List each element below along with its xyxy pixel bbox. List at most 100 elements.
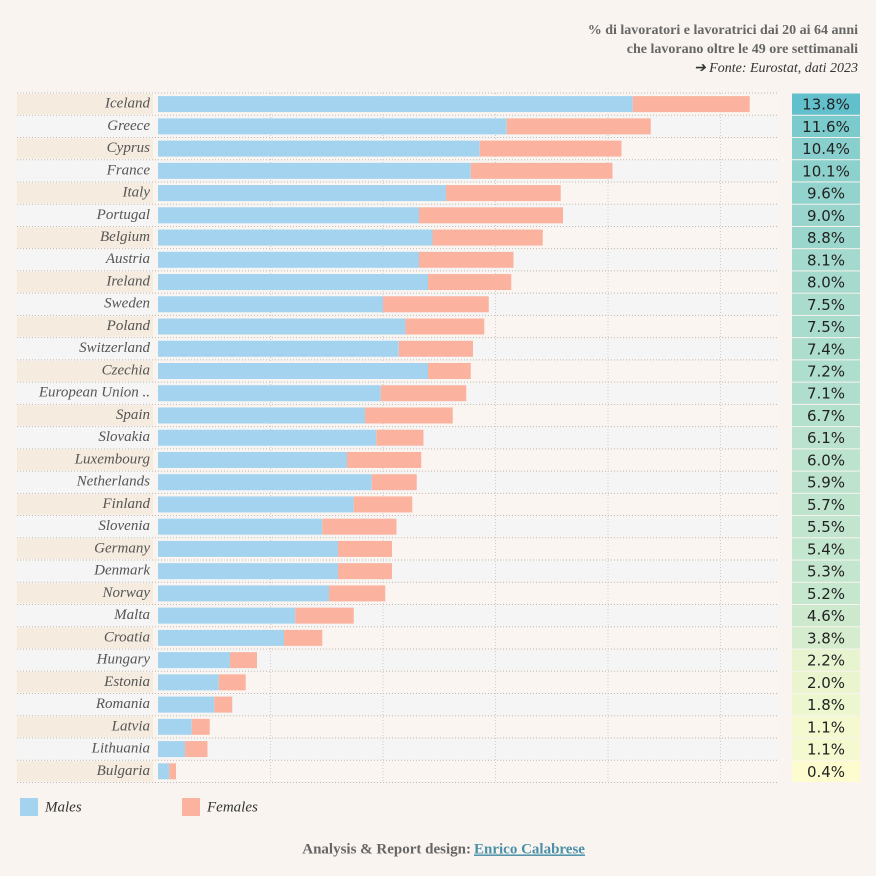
total-cell [792,716,860,738]
total-label: 5.5% [807,518,845,536]
category-label: Cyprus [107,140,151,156]
total-cell [792,137,860,160]
bar-segment [158,674,219,691]
total-label: 8.0% [807,274,845,292]
bar-segment [419,207,563,224]
bar-segment [158,274,428,291]
bar-segment [380,385,467,402]
total-cell [792,226,860,249]
bar-segment [158,429,377,446]
bar-segment [191,718,210,735]
total-label: 0.4% [807,763,845,781]
total-cell [792,760,860,782]
bar-segment [383,296,489,313]
total-label: 5.7% [807,496,845,514]
total-cell [792,271,860,293]
bar-segment [405,318,485,335]
total-label: 5.4% [807,540,845,558]
category-label: European Union .. [38,385,150,401]
total-cell [792,404,860,427]
total-cell [792,693,860,716]
total-label: 6.0% [807,451,845,469]
credit-link[interactable]: Enrico Calabrese [474,841,585,857]
total-cell [792,493,860,516]
total-cell [792,671,860,693]
bar-segment [158,296,383,313]
category-label: Luxembourg [74,451,151,467]
total-label: 7.2% [807,363,845,381]
credit: Analysis & Report design: [302,841,471,857]
label-cell [17,427,153,448]
bar-segment [365,407,453,424]
bar-segment [428,274,512,291]
bar-segment [158,652,230,669]
category-label: Belgium [100,229,150,245]
bar-segment [158,763,170,780]
total-cell [792,382,860,404]
category-label: France [106,162,151,178]
label-cell [17,516,153,537]
label-cell [17,472,153,493]
label-cell [17,205,153,226]
bar-segment [158,185,446,202]
total-label: 9.0% [807,207,845,225]
category-label: Finland [102,496,151,512]
bar-segment [158,540,338,557]
bar-segment [158,474,372,491]
bar-segment [158,207,419,224]
bar-segment [158,563,338,580]
total-label: 1.8% [807,696,845,714]
total-label: 1.1% [807,718,845,736]
total-cell [792,471,860,493]
label-cell [17,561,153,582]
label-cell [17,182,153,204]
bar-segment [158,718,192,735]
bar-segment [158,251,419,268]
label-cell [17,716,153,737]
row-bg [158,738,779,760]
category-label: Sweden [104,296,150,312]
label-cell [17,405,153,426]
bar-segment [158,496,354,513]
bar-segment [158,318,406,335]
bar-segment [632,96,750,113]
bar-segment [371,474,417,491]
label-cell [17,116,153,137]
total-cell [792,605,860,627]
legend-label: Females [206,799,258,815]
category-label: Malta [113,607,150,623]
category-label: Estonia [103,674,150,690]
bar-segment [158,363,428,379]
total-label: 8.1% [807,251,845,269]
bar-segment [432,229,543,246]
category-label: Netherlands [76,474,150,490]
total-cell [792,182,860,204]
bar-segment [329,585,386,602]
category-label: Denmark [93,563,150,579]
total-cell [792,315,860,338]
bar-segment [218,674,246,691]
total-label: 11.6% [802,118,850,136]
bar-segment [230,652,257,669]
bar-segment [338,563,392,580]
bar-segment [158,451,347,468]
label-cell [17,672,153,693]
bar-segment [479,140,622,157]
row-bg [158,672,779,693]
total-cell [792,427,860,449]
total-cell [792,449,860,471]
total-label: 7.1% [807,385,845,403]
total-cell [792,360,860,382]
label-cell [17,650,153,671]
total-label: 3.8% [807,629,845,647]
label-cell [17,271,153,293]
bar-segment [428,363,471,379]
row-bg [158,650,779,671]
label-cell [17,227,153,248]
total-label: 1.1% [807,741,845,759]
label-cell [17,294,153,315]
category-label: Lithuania [91,741,150,757]
category-label: Norway [101,585,150,601]
total-label: 2.2% [807,652,845,670]
total-cell [792,627,860,649]
